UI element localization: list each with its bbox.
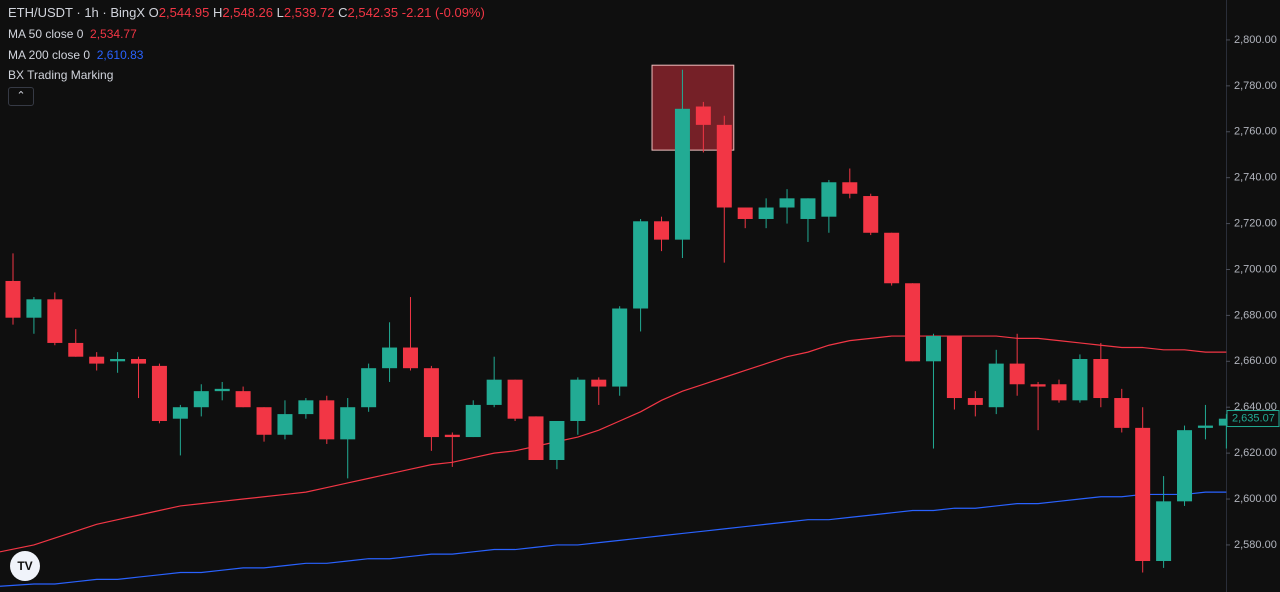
candle-body [361,368,377,408]
candle-body [1009,363,1025,385]
y-tick-label: 2,760.00 [1234,126,1277,138]
ma-value: 2,534.77 [90,27,137,41]
y-tick-label: 2,620.00 [1234,447,1277,459]
candle-body [319,400,335,440]
y-tick-label: 2,700.00 [1234,263,1277,275]
collapse-button[interactable]: ⌃ [8,87,34,106]
candle-body [674,108,690,240]
candle-body [172,407,188,419]
candle-body [528,416,544,461]
candle-body [423,368,439,438]
candle-body [507,379,523,419]
last-price-box [1226,410,1280,428]
y-tick-label: 2,780.00 [1234,80,1277,92]
candle-body [633,221,649,309]
candle-body [654,221,670,240]
ohlc-label: C [338,5,348,20]
candle-body [1114,398,1130,428]
ohlc-label: O [148,5,159,20]
candle-body [402,347,418,369]
logo[interactable]: TV [10,551,40,581]
change: -2.21 (-0.09%) [401,5,485,20]
candle-body [110,359,126,362]
candle-body [1051,384,1067,401]
candle-body [591,379,607,387]
symbol-title: ETH/USDT · 1h · BingX [8,5,146,20]
ma200-legend[interactable]: MA 200 close 0 2,610.83 [8,48,143,62]
ma-line [0,491,1227,587]
y-tick-label: 2,580.00 [1234,539,1277,551]
ohlc-value: 2,548.26 [222,5,274,20]
candle-body [382,347,398,369]
candle-body [925,336,941,362]
indicator-legend[interactable]: BX Trading Marking [8,68,113,82]
y-tick-label: 2,680.00 [1234,309,1277,321]
indicator-name: BX Trading Marking [8,68,114,82]
candle-body [946,336,962,399]
candle-body [1218,418,1234,426]
candle-body [1030,384,1046,387]
candle-body [214,388,230,392]
candle-body [570,379,586,421]
candle-body [800,198,816,219]
candle-body [235,391,251,408]
candle-body [779,198,795,208]
ma50-legend[interactable]: MA 50 close 0 2,534.77 [8,27,137,41]
candle-body [1177,430,1193,502]
candle-body [151,365,167,421]
ohlc-label: H [213,5,223,20]
ohlc-value: 2,542.35 [347,5,399,20]
candle-body [1197,425,1213,428]
ma-name: MA 200 close 0 [8,48,91,62]
candle-body [277,414,293,435]
candle-body [68,342,84,357]
y-tick-label: 2,740.00 [1234,172,1277,184]
y-tick-label: 2,660.00 [1234,355,1277,367]
last-price-label: 2,635.07 [1232,412,1275,424]
candle-body [444,434,460,438]
candle-body [884,232,900,284]
candle-body [842,182,858,194]
candle-body [298,400,314,415]
ma-value: 2,610.83 [96,48,144,62]
candle-body [5,280,21,318]
candle-body [988,363,1004,408]
ma-name: MA 50 close 0 [8,27,84,41]
candle-body [1135,427,1151,562]
ohlc-label: L [276,5,284,20]
candle-body [549,420,565,461]
candle-body [905,283,921,362]
candle-body [193,391,209,408]
candle-body [695,106,711,125]
candle-body [1093,359,1109,399]
ohlc-value: 2,539.72 [283,5,335,20]
candle-body [967,398,983,405]
candle-body [612,308,628,387]
ohlc: O2,544.95 H2,548.26 L2,539.72 C2,542.35 [149,5,402,20]
candle-body [863,196,879,233]
candle-body [465,404,481,438]
candle-body [26,299,42,318]
y-tick-label: 2,600.00 [1234,493,1277,505]
candle-body [1156,501,1172,562]
candle-body [47,299,63,343]
candle-body [340,407,356,440]
y-tick-label: 2,720.00 [1234,217,1277,229]
candle-body [737,207,753,219]
candle-body [821,182,837,217]
candle-body [486,379,502,405]
candle-body [89,356,105,364]
candle-body [758,207,774,219]
ma-line [0,335,1227,553]
candle-body [716,124,732,208]
candle-body [256,407,272,435]
y-tick-label: 2,800.00 [1234,34,1277,46]
candle-body [131,359,147,364]
candle-body [1072,359,1088,401]
symbol-legend: ETH/USDT · 1h · BingX O2,544.95 H2,548.2… [8,5,485,20]
ohlc-value: 2,544.95 [158,5,210,20]
